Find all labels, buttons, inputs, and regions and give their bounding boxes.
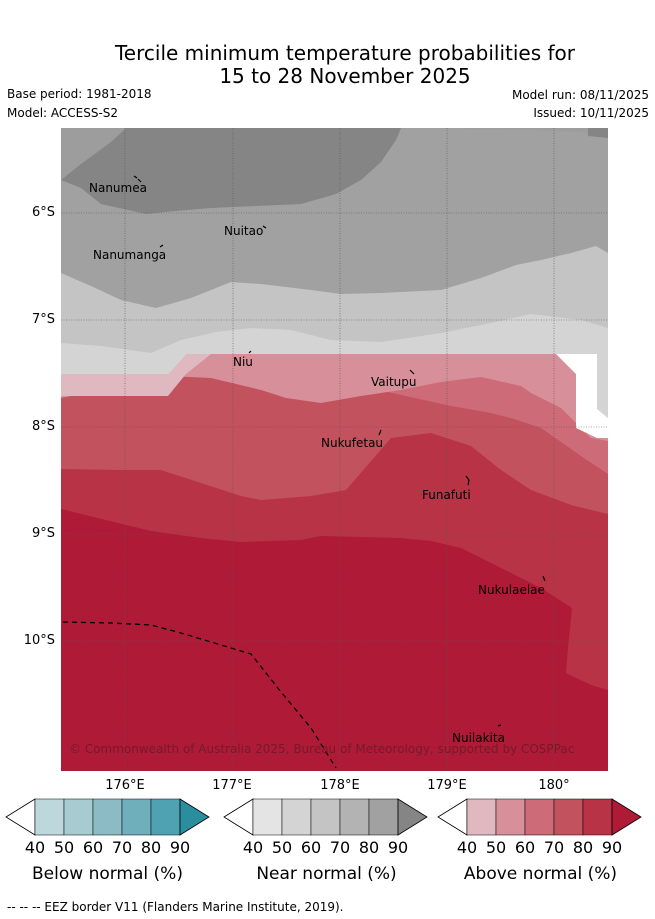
- colorbar-above-title: Above normal (%): [463, 864, 618, 884]
- colorbar-below-segment: [63, 798, 94, 836]
- colorbar-above-segment: [553, 798, 584, 836]
- colorbar-above-segment: [466, 798, 497, 836]
- colorbar-near-segment: [310, 798, 341, 836]
- title-line-1: Tercile minimum temperature probabilitie…: [114, 41, 576, 65]
- colorbar-above-segment: [524, 798, 555, 836]
- y-label-9s: 9°S: [31, 526, 55, 541]
- place-niu: Niu: [233, 355, 253, 369]
- place-nukulaelae: Nukulaelae: [478, 583, 545, 597]
- x-label-180: 180°: [538, 778, 570, 793]
- band-near-corner: [588, 128, 608, 138]
- colorbar-near-segment: [339, 798, 370, 836]
- colorbar-near-segment: [252, 798, 283, 836]
- band-near-80: [61, 128, 401, 214]
- probability-map[interactable]: [61, 128, 608, 771]
- island-marks: [133, 175, 546, 727]
- colorbar-tick-label: 50: [271, 838, 293, 857]
- colorbar-below-low-arrow: [5, 798, 36, 836]
- colorbar-below: [5, 798, 210, 836]
- colorbar-below-segment: [92, 798, 123, 836]
- colorbar-tick-label: 60: [82, 838, 104, 857]
- colorbar-above-segment: [582, 798, 613, 836]
- y-label-10s: 10°S: [23, 633, 55, 648]
- band-near-90-right: [451, 128, 608, 138]
- x-label-178e: 178°E: [320, 778, 360, 793]
- eez-border: [62, 621, 337, 769]
- colorbar-above: [437, 798, 642, 836]
- colorbar-tick-label: 40: [456, 838, 478, 857]
- place-vaitupu: Vaitupu: [371, 375, 417, 389]
- colorbar-near-low-arrow: [223, 798, 254, 836]
- colorbar-below-segment: [150, 798, 181, 836]
- place-nuilakita: Nuilakita: [452, 731, 505, 745]
- colorbar-tick-label: 80: [572, 838, 594, 857]
- place-nuitao: Nuitao: [224, 224, 264, 238]
- band-near-90: [61, 128, 126, 180]
- colorbar-below-high-arrow: [179, 798, 210, 836]
- colorbar-tick-label: 90: [169, 838, 191, 857]
- colorbar-near-segment: [281, 798, 312, 836]
- y-label-8s: 8°S: [31, 419, 55, 434]
- colorbar-tick-label: 50: [485, 838, 507, 857]
- colorbar-near-segment: [368, 798, 399, 836]
- colorbar-below-segment: [34, 798, 65, 836]
- gridlines: [61, 128, 608, 771]
- place-nanumea: Nanumea: [89, 181, 147, 195]
- colorbar-tick-label: 70: [329, 838, 351, 857]
- place-nanumanga: Nanumanga: [93, 248, 167, 262]
- colorbar-tick-label: 80: [358, 838, 380, 857]
- colorbar-tick-label: 80: [140, 838, 162, 857]
- colorbar-below-title: Below normal (%): [32, 864, 183, 884]
- colorbar-near-high-arrow: [397, 798, 428, 836]
- issued-date: Issued: 10/11/2025: [533, 106, 649, 120]
- eez-legend: -- -- -- EEZ border V11 (Flanders Marine…: [7, 900, 344, 914]
- colorbar-near-title: Near normal (%): [256, 864, 397, 884]
- colorbar-tick-label: 70: [111, 838, 133, 857]
- colorbar-tick-label: 90: [601, 838, 623, 857]
- colorbar-tick-label: 90: [387, 838, 409, 857]
- colorbar-tick-label: 70: [543, 838, 565, 857]
- colorbar-tick-label: 40: [24, 838, 46, 857]
- model-run: Model run: 08/11/2025: [511, 88, 649, 102]
- x-label-177e: 177°E: [212, 778, 252, 793]
- colorbar-tick-label: 60: [514, 838, 536, 857]
- colorbar-tick-label: 60: [300, 838, 322, 857]
- colorbar-near: [223, 798, 428, 836]
- y-label-7s: 7°S: [31, 312, 55, 327]
- colorbar-tick-label: 50: [53, 838, 75, 857]
- colorbar-above-segment: [495, 798, 526, 836]
- colorbar-above-low-arrow: [437, 798, 468, 836]
- place-nukufetau: Nukufetau: [321, 436, 384, 450]
- model-name: Model: ACCESS-S2: [7, 106, 119, 120]
- base-period: Base period: 1981-2018: [7, 87, 152, 101]
- x-label-176e: 176°E: [105, 778, 145, 793]
- colorbar-tick-label: 40: [242, 838, 264, 857]
- colorbar-above-high-arrow: [611, 798, 642, 836]
- y-label-6s: 6°S: [31, 205, 55, 220]
- title-line-2: 15 to 28 November 2025: [219, 64, 471, 88]
- place-funafuti: Funafuti: [422, 488, 471, 502]
- x-label-179e: 179°E: [427, 778, 467, 793]
- colorbar-below-segment: [121, 798, 152, 836]
- copyright-notice: © Commonwealth of Australia 2025, Bureau…: [69, 742, 575, 756]
